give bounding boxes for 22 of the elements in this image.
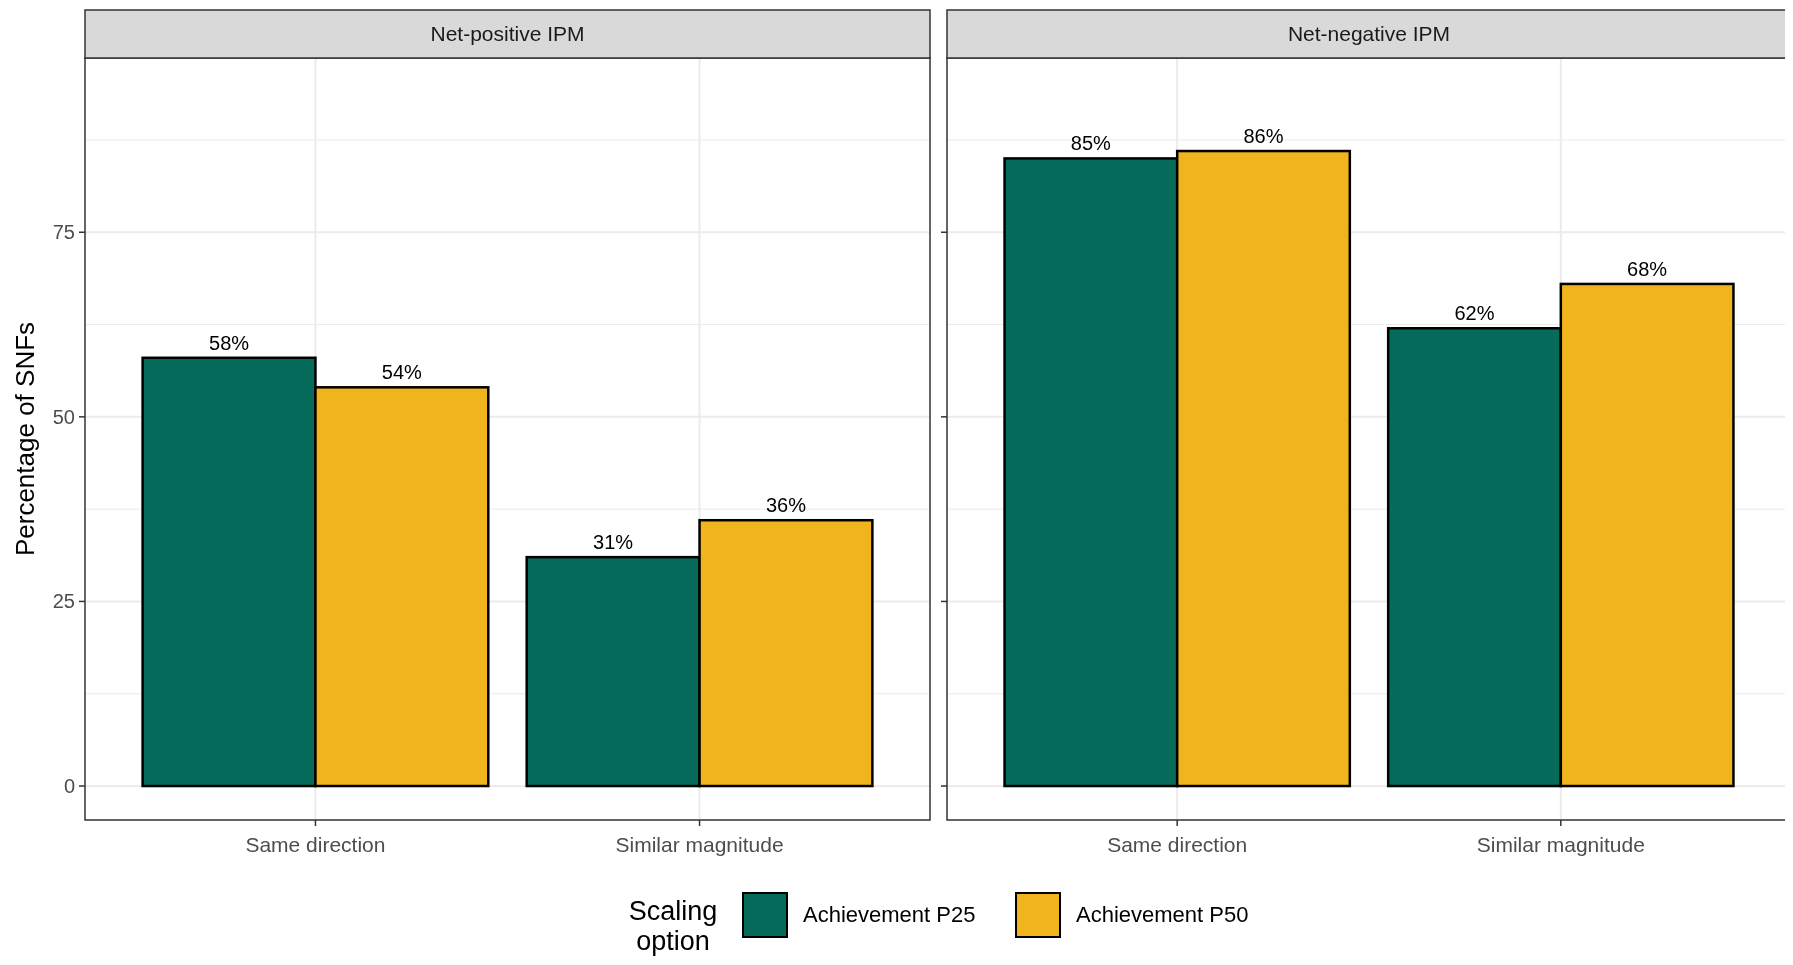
legend-title: Scaling option — [628, 896, 718, 956]
data-label: 62% — [1454, 302, 1495, 325]
y-axis-title: Percentage of SNFs — [10, 321, 40, 557]
data-label: 31% — [593, 531, 634, 554]
y-tick-label: 75 — [52, 221, 75, 244]
y-tick-label: 0 — [63, 775, 75, 798]
y-tick-label: 25 — [52, 590, 75, 613]
chart-title: Net-positive IPM — [430, 22, 585, 45]
data-label: 36% — [765, 494, 807, 517]
y-tick-label: 50 — [52, 405, 75, 428]
x-tick-label: Same direction — [1107, 833, 1248, 856]
x-tick-label: Similar magnitude — [615, 833, 784, 856]
legend-label: Achievement P50 — [1076, 902, 1249, 927]
data-label: 54% — [381, 361, 423, 384]
data-label: 58% — [209, 331, 250, 354]
data-label: 85% — [1070, 132, 1112, 155]
data-label: 86% — [1243, 125, 1284, 148]
x-tick-label: Similar magnitude — [1476, 833, 1645, 856]
chart-title: Net-negative IPM — [1287, 22, 1451, 45]
data-label: 68% — [1627, 257, 1668, 280]
x-tick-label: Same direction — [245, 833, 386, 856]
legend-label: Achievement P25 — [803, 902, 976, 927]
